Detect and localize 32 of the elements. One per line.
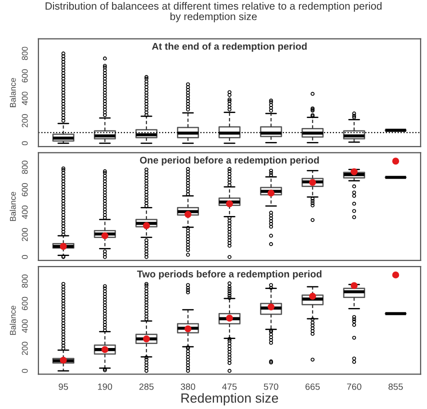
x-tick-label: 665 bbox=[306, 384, 320, 390]
x-tick-label: 380 bbox=[180, 384, 196, 390]
x-tick-label: 285 bbox=[139, 384, 154, 390]
y-tick-label: 600 bbox=[22, 296, 28, 310]
annotation: Two periods before a redemption period bbox=[137, 270, 322, 280]
annotation: At the end of a redemption period bbox=[152, 42, 307, 52]
y-tick-label: 200 bbox=[22, 342, 28, 355]
x-axis-title: Redemption size bbox=[181, 393, 278, 406]
x-tick-label: 570 bbox=[264, 384, 278, 390]
y-tick-label: 0 bbox=[22, 141, 28, 146]
y-tick-label: 400 bbox=[22, 206, 28, 219]
chart-title: Distribution of balancees at different times relative to a redemption period by redemption size bbox=[46, 2, 382, 22]
y-axis-title: Balance bbox=[10, 306, 16, 335]
y-axis-title: Balance bbox=[10, 78, 16, 108]
y-tick-label: 600 bbox=[22, 183, 28, 196]
y-axis-title: Balance bbox=[10, 192, 16, 221]
y-tick-label: 800 bbox=[22, 46, 28, 60]
y-tick-label: 400 bbox=[22, 92, 28, 106]
x-tick-label: 855 bbox=[388, 384, 403, 390]
x-tick-label: 190 bbox=[98, 384, 112, 390]
y-tick-label: 400 bbox=[22, 319, 28, 333]
x-tick-label: 475 bbox=[222, 384, 237, 390]
y-tick-label: 0 bbox=[22, 368, 28, 373]
y-tick-label: 0 bbox=[22, 255, 28, 260]
y-tick-label: 800 bbox=[22, 160, 28, 174]
y-tick-label: 200 bbox=[22, 114, 28, 128]
y-tick-label: 200 bbox=[22, 228, 28, 242]
y-tick-label: 600 bbox=[22, 69, 28, 82]
y-tick-label: 800 bbox=[22, 274, 28, 288]
annotation: One period before a redemption period bbox=[140, 156, 319, 166]
x-tick-label: 760 bbox=[347, 384, 362, 390]
x-tick-label: 95 bbox=[58, 384, 68, 390]
